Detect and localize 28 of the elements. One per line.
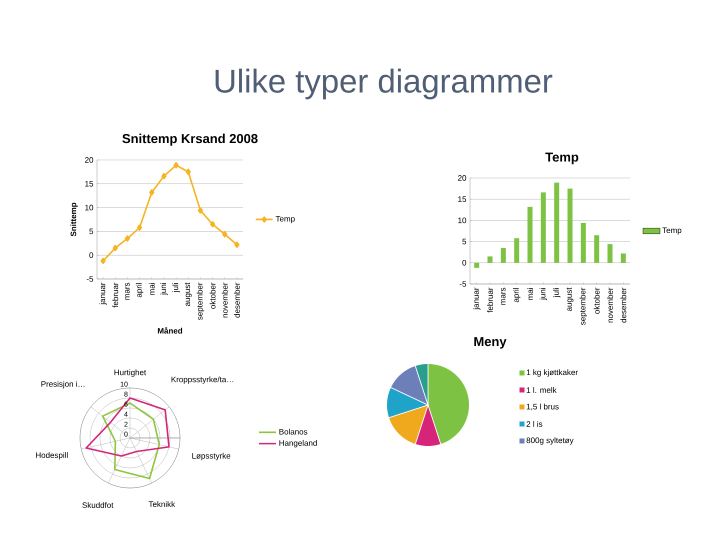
- point: [234, 242, 240, 248]
- point: [198, 207, 204, 214]
- point: [149, 189, 154, 196]
- point: [100, 258, 106, 264]
- bar: [580, 222, 586, 263]
- text: Ulike typer diagrammer: [216, 68, 552, 100]
- bar: [500, 248, 506, 263]
- bar: [474, 262, 480, 268]
- chart-title: Temp: [545, 152, 578, 164]
- bar: [568, 188, 573, 263]
- bar: [528, 206, 533, 263]
- point: [173, 162, 179, 168]
- bar: [554, 182, 560, 263]
- point: [186, 168, 191, 176]
- bar: [620, 253, 626, 263]
- point: [222, 231, 228, 238]
- chart-title: Meny: [474, 337, 506, 349]
- bar: [514, 238, 520, 263]
- point: [136, 224, 142, 231]
- point: [161, 172, 167, 180]
- point: [124, 235, 130, 242]
- bar: [540, 192, 546, 263]
- point: [112, 244, 118, 252]
- bar: [608, 244, 613, 263]
- bar: [594, 235, 600, 263]
- chart-title: Snittemp Krsand 2008: [122, 134, 258, 146]
- bar: [488, 256, 493, 263]
- point: [210, 221, 216, 228]
